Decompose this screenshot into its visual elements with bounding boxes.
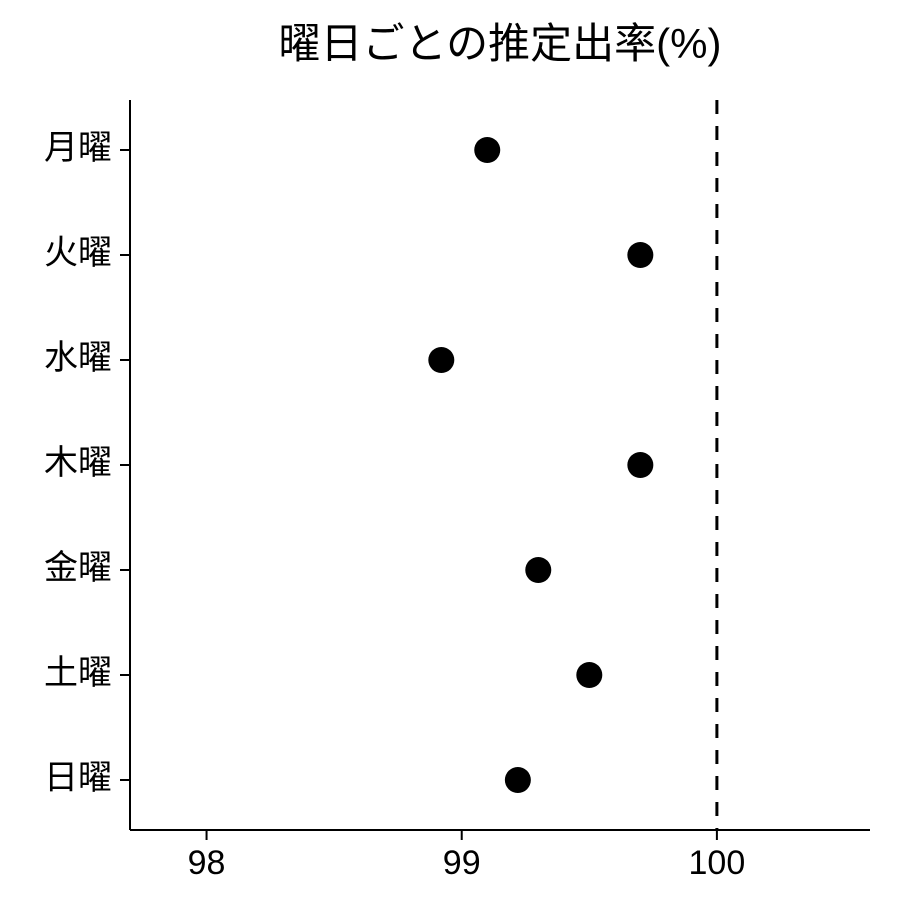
data-point (627, 242, 653, 268)
data-point (576, 662, 602, 688)
y-tick-label: 火曜 (44, 234, 112, 272)
data-point (525, 557, 551, 583)
dot-plot-chart: 曜日ごとの推定出率(%) 月曜火曜水曜木曜金曜土曜日曜 98 99 100 (0, 0, 900, 900)
data-point (474, 137, 500, 163)
data-point (428, 347, 454, 373)
x-tick-label: 98 (188, 844, 226, 882)
y-tick-label: 水曜 (44, 339, 112, 377)
y-tick-label: 月曜 (44, 129, 112, 167)
y-tick-label: 土曜 (44, 654, 112, 692)
chart-title: 曜日ごとの推定出率(%) (279, 20, 722, 67)
data-point (627, 452, 653, 478)
y-tick-label: 日曜 (44, 759, 112, 797)
y-tick-label: 木曜 (44, 444, 112, 482)
y-tick-label: 金曜 (44, 549, 112, 587)
x-tick-label: 99 (443, 844, 481, 882)
x-tick-label: 100 (689, 844, 746, 882)
data-point (505, 767, 531, 793)
